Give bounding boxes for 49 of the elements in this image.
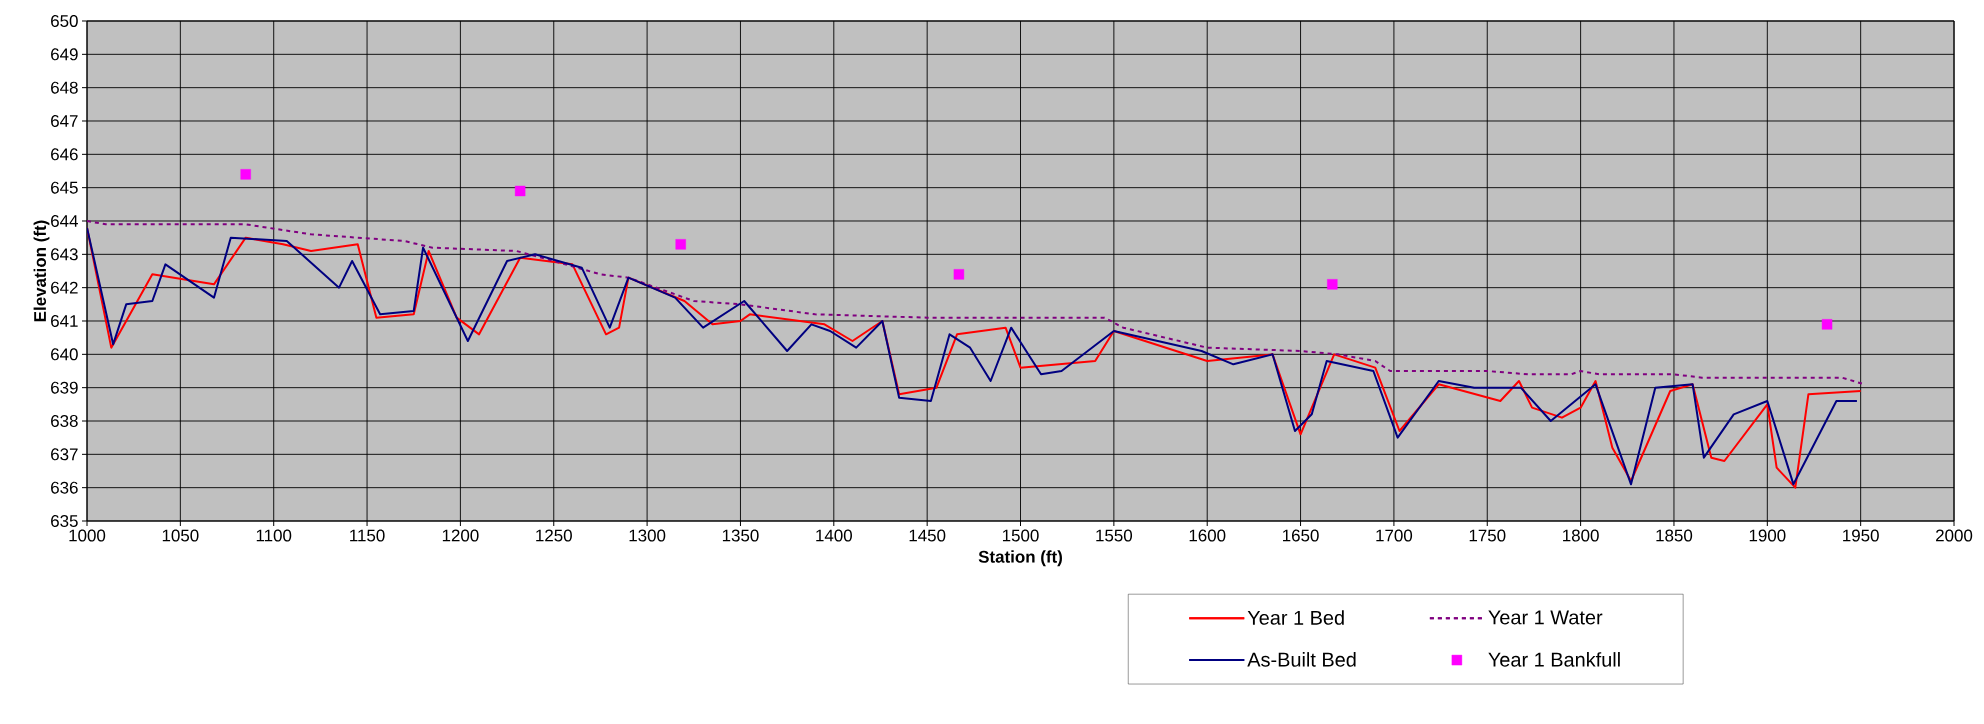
y-axis-title: Elevation (ft) xyxy=(33,220,50,322)
x-tick-label: 1800 xyxy=(1563,529,1599,542)
x-tick-label: 1600 xyxy=(1189,529,1226,542)
point xyxy=(1327,279,1338,290)
x-tick-label: 1900 xyxy=(1749,529,1786,542)
x-tick-label: 1000 xyxy=(69,529,106,542)
x-tick-label: 2000 xyxy=(1936,529,1973,542)
point xyxy=(675,239,686,250)
x-tick-label: 1300 xyxy=(629,529,666,542)
y-tick-label: 637 xyxy=(51,448,78,461)
x-tick-label: 1400 xyxy=(816,529,852,542)
x-tick-label: 1750 xyxy=(1469,529,1506,542)
y-tick-label: 635 xyxy=(51,515,78,527)
y-tick-label: 644 xyxy=(51,215,78,227)
x-tick-label: 1700 xyxy=(1376,529,1413,542)
x-tick-label: 1100 xyxy=(256,529,292,542)
y-tick-label: 649 xyxy=(51,48,78,61)
legend-label: As-Built Bed xyxy=(1247,652,1356,667)
legend-label: Year 1 Bed xyxy=(1247,610,1344,625)
x-tick-label: 1550 xyxy=(1096,529,1133,542)
point xyxy=(240,169,251,180)
y-tick-label: 636 xyxy=(51,481,78,494)
x-tick-label: 1650 xyxy=(1283,529,1319,542)
x-tick-label: 1500 xyxy=(1002,529,1039,542)
y-tick-label: 639 xyxy=(51,381,78,394)
y-tick-label: 643 xyxy=(51,248,78,261)
point xyxy=(514,185,526,197)
y-tick-label: 638 xyxy=(51,415,78,427)
y-tick-label: 650 xyxy=(51,15,78,27)
point xyxy=(953,269,965,280)
x-tick-label: 1350 xyxy=(722,529,759,542)
y-tick-label: 641 xyxy=(51,315,78,327)
x-tick-label: 1200 xyxy=(442,529,479,542)
legend-label: Year 1 Bankfull xyxy=(1488,652,1620,667)
y-tick-label: 648 xyxy=(51,81,78,94)
y-tick-label: 645 xyxy=(51,181,78,194)
x-tick-label: 1850 xyxy=(1656,529,1693,542)
x-tick-label: 1050 xyxy=(162,529,199,542)
y-tick-label: 640 xyxy=(51,348,78,361)
x-tick-label: 1950 xyxy=(1843,529,1879,542)
y-tick-label: 647 xyxy=(51,115,78,127)
y-tick-label: 642 xyxy=(51,281,78,294)
x-tick-label: 1450 xyxy=(909,529,946,542)
x-tick-label: 1150 xyxy=(350,529,385,542)
y-tick-label: 646 xyxy=(51,148,78,161)
point xyxy=(1821,319,1833,330)
x-axis-title: Station (ft) xyxy=(978,550,1062,567)
x-tick-label: 1250 xyxy=(536,529,572,542)
legend-label: Year 1 Water xyxy=(1488,610,1603,625)
